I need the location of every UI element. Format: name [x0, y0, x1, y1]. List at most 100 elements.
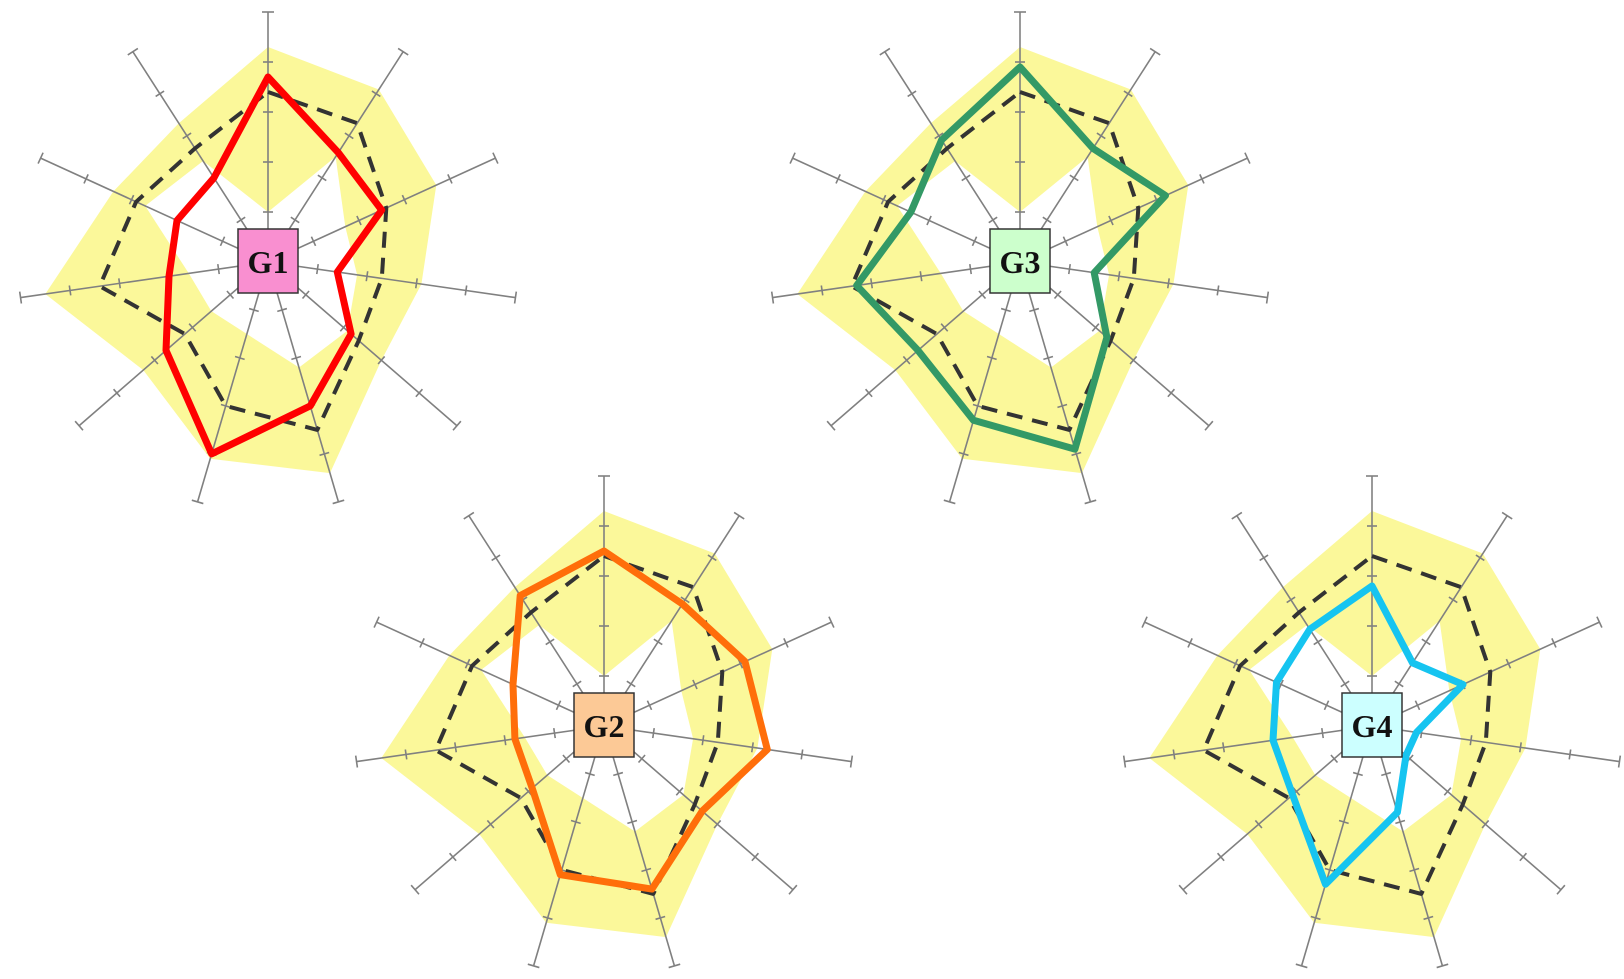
axis-tick [118, 278, 122, 289]
axis-tick [410, 884, 420, 895]
axis-tick [464, 285, 468, 296]
axis-tick [234, 355, 245, 361]
axis-10 [1141, 616, 1373, 727]
axis-tick [627, 819, 638, 825]
axis-9 [770, 261, 1021, 304]
axis-tick [1394, 680, 1404, 688]
axis-1 [262, 11, 274, 262]
axis-tick [1395, 819, 1406, 825]
group-label-box [237, 228, 299, 294]
axis-tick [344, 132, 354, 140]
group-label: G1 [248, 244, 289, 280]
axis-tick [1108, 215, 1114, 226]
axis-1 [1014, 11, 1026, 262]
axis-tick [701, 735, 705, 746]
axis-tick [1295, 963, 1308, 969]
axis-tick [1475, 554, 1485, 562]
axis-tick [1265, 291, 1270, 304]
axis-tick [1084, 499, 1097, 505]
axis-tick [1216, 852, 1225, 862]
axis-tick [513, 291, 518, 304]
axis-tick [319, 451, 330, 457]
axis-tick [452, 420, 462, 431]
axis-tick [1481, 819, 1490, 829]
axis-8 [1178, 725, 1373, 895]
axis-tick [835, 174, 841, 184]
axis-tick [1352, 771, 1363, 777]
axis-tick [655, 915, 666, 921]
axis-tick [226, 290, 235, 300]
axis-tick [553, 728, 557, 739]
axis-tick [1029, 307, 1040, 313]
axis-tick [217, 264, 221, 275]
axis-tick [371, 90, 381, 98]
axis-tick [1443, 787, 1452, 796]
axis-tick [1313, 638, 1323, 646]
axis-tick [1231, 511, 1243, 520]
axis-tick [301, 290, 310, 300]
axis-tick [1222, 742, 1226, 753]
axis-tick [1123, 90, 1133, 98]
group-label: G4 [1352, 708, 1393, 744]
axis-7 [943, 261, 1021, 505]
axis-tick [1117, 271, 1121, 282]
axis-tick [448, 852, 457, 862]
axis-tick [926, 215, 932, 226]
axis-tick [365, 271, 369, 282]
axis-tick [1324, 867, 1335, 873]
axis-tick [733, 511, 745, 520]
axis-tick [1414, 700, 1421, 711]
axis-tick [277, 307, 288, 313]
axis-tick [419, 638, 425, 648]
axis-tick [373, 616, 380, 628]
axis-tick [692, 679, 698, 690]
axis-2 [1019, 47, 1161, 263]
axis-tick [1286, 596, 1296, 604]
axis-tick [958, 451, 969, 457]
axis-tick [1149, 47, 1161, 56]
axis-5 [1019, 261, 1214, 431]
axis-tick [150, 355, 159, 365]
axis-tick [1122, 755, 1127, 768]
axis-tick [800, 749, 804, 760]
axis-5 [603, 725, 798, 895]
axis-tick [486, 819, 495, 829]
axis-tick [934, 132, 944, 140]
axis-tick [1141, 616, 1148, 628]
axis-tick [1232, 658, 1239, 669]
axis-tick [637, 754, 646, 764]
axis-9 [354, 725, 605, 768]
axis-tick [1244, 152, 1251, 164]
axis-tick [870, 278, 874, 289]
axis-tick [1323, 700, 1330, 711]
axis-tick [572, 680, 582, 688]
axis-tick [404, 749, 408, 760]
axis-2 [603, 511, 745, 727]
group-label-box [1341, 692, 1403, 758]
axis-tick [675, 787, 684, 796]
axis-tick [1166, 278, 1170, 289]
axis-tick [1129, 355, 1138, 365]
axis-9 [18, 261, 269, 304]
axis-7 [1295, 725, 1373, 969]
axis-tick [112, 388, 121, 398]
axis-tick [651, 728, 655, 739]
axis-tick [315, 264, 319, 275]
axis-tick [907, 90, 917, 98]
radar-chart-g1: G1 [18, 11, 518, 505]
axis-tick [1062, 236, 1069, 247]
axis-tick [1000, 307, 1011, 313]
axis-tick [1091, 323, 1100, 332]
axis-tick [1167, 388, 1176, 398]
axis-10 [789, 152, 1021, 263]
axis-tick [849, 755, 854, 768]
radar-chart-g3: G3 [770, 11, 1270, 505]
axis-tick [1216, 285, 1220, 296]
axis-tick [826, 420, 836, 431]
axis-tick [880, 194, 887, 205]
group-label: G2 [584, 708, 625, 744]
axis-tick [783, 638, 789, 648]
group-profile-line [1269, 582, 1467, 888]
axis-tick [1519, 852, 1528, 862]
